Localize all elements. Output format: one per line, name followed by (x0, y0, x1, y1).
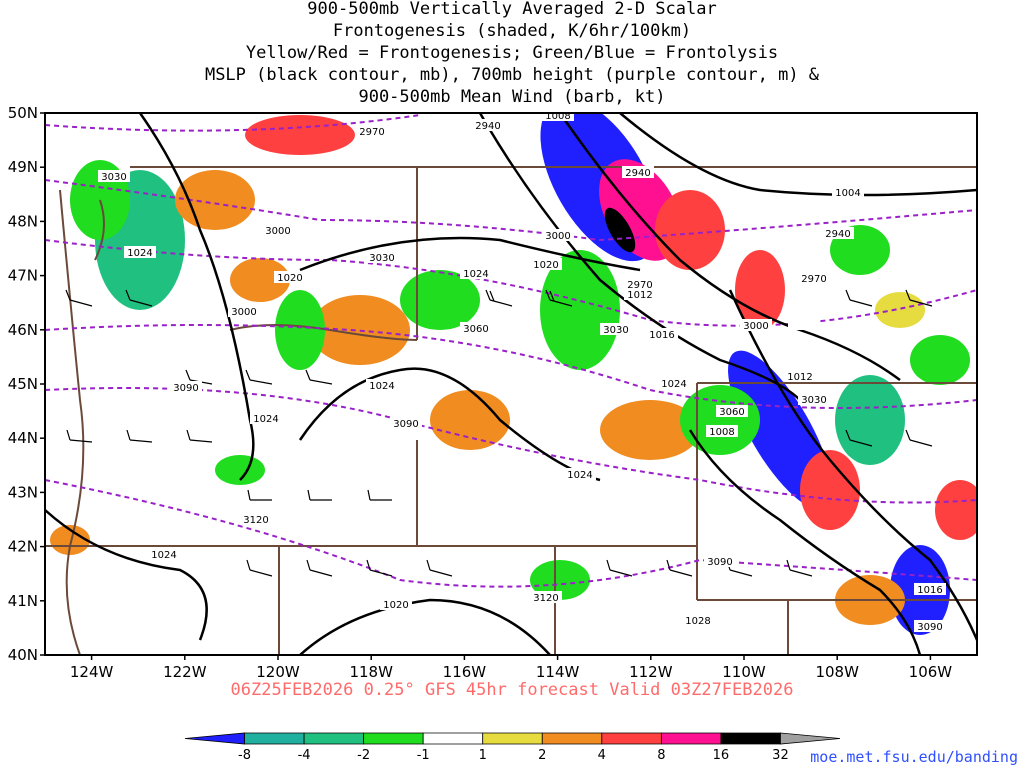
lon-tick-label: 124W (70, 663, 114, 681)
colorbar-swatch (303, 732, 365, 745)
height-label: 3090 (707, 557, 732, 568)
height-label: 3060 (719, 407, 744, 418)
mslp-contours (45, 113, 977, 655)
height-label: 3000 (231, 307, 256, 318)
lat-tick-label: 41N (8, 592, 38, 610)
mslp-label-group: 1008 1004 1012 1012 1016 1016 1020 1020 … (124, 109, 946, 627)
lon-tick-label: 114W (536, 663, 580, 681)
height-label: 3120 (533, 593, 558, 604)
mslp-label: 1004 (835, 188, 860, 199)
title-line-1: 900-500mb Vertically Averaged 2-D Scalar (307, 0, 717, 19)
title-line-2: Frontogenesis (shaded, K/6hr/100km) (332, 21, 692, 41)
lat-tick-label: 44N (8, 429, 38, 447)
height-label: 3030 (101, 172, 126, 183)
lat-tick-label: 50N (8, 104, 38, 122)
colorbar-swatch (482, 732, 543, 745)
colorbar-swatch (780, 732, 841, 745)
title-line-4: MSLP (black contour, mb), 700mb height (… (204, 65, 820, 85)
colorbar-label: 8 (657, 748, 665, 763)
colorbar-swatch (720, 732, 781, 745)
title-line-5: 900-500mb Mean Wind (barb, kt) (358, 87, 666, 107)
latitude-axis: 40N 41N 42N 43N 44N 45N 46N 47N 48N 49N 50N (8, 104, 45, 664)
colorbar-label: -1 (417, 748, 430, 763)
lon-tick-label: 112W (629, 663, 673, 681)
height-label: 3000 (743, 321, 768, 332)
colorbar-label: 32 (772, 748, 789, 763)
height-label: 3060 (463, 324, 488, 335)
colorbar-label: -2 (357, 748, 370, 763)
mslp-label: 1024 (369, 381, 394, 392)
mslp-label: 1024 (463, 269, 488, 280)
mslp-label: 1028 (685, 616, 710, 627)
colorbar-swatch (422, 732, 484, 745)
colorbar-label: -4 (298, 748, 311, 763)
longitude-axis: 124W 122W 120W 118W 116W 114W 112W 110W 108W 106W (70, 655, 952, 681)
lat-tick-label: 42N (8, 538, 38, 556)
mslp-label: 1024 (151, 550, 176, 561)
wind-barbs (65, 289, 933, 577)
lat-tick-label: 49N (8, 158, 38, 176)
colorbar-label: 4 (598, 748, 606, 763)
mslp-label: 1016 (649, 330, 674, 341)
lon-tick-label: 120W (256, 663, 300, 681)
height-label: 3030 (603, 325, 628, 336)
height-label: 3090 (173, 383, 198, 394)
height-label: 2970 (801, 274, 826, 285)
lon-tick-label: 108W (815, 663, 859, 681)
colorbar-label: 1 (479, 748, 487, 763)
colorbar-label: 16 (713, 748, 730, 763)
mslp-label: 1012 (787, 372, 812, 383)
colorbar-swatch (660, 732, 722, 745)
lat-tick-label: 46N (8, 321, 38, 339)
height-label: 3000 (265, 226, 290, 237)
colorbar-label: 2 (538, 748, 546, 763)
height-label: 3120 (243, 515, 268, 526)
colorbar-swatch (184, 732, 245, 745)
colorbar-swatch (363, 732, 424, 745)
mslp-label: 1020 (277, 273, 302, 284)
lat-tick-label: 45N (8, 375, 38, 393)
height-label: 2940 (475, 121, 500, 132)
colorbar-swatch (244, 732, 305, 745)
height-label: 3030 (369, 253, 394, 264)
lat-tick-label: 43N (8, 483, 38, 501)
mslp-label: 1012 (627, 290, 652, 301)
height-label: 2940 (625, 168, 650, 179)
height-label: 3090 (917, 622, 942, 633)
map-plot-area (45, 113, 977, 655)
mslp-label: 1020 (383, 600, 408, 611)
mslp-label: 1020 (533, 260, 558, 271)
forecast-valid-time: 06Z25FEB2026 0.25° GFS 45hr forecast Val… (230, 680, 794, 700)
mslp-label: 1024 (661, 379, 686, 390)
lon-tick-label: 110W (722, 663, 766, 681)
lon-tick-label: 122W (163, 663, 207, 681)
lon-tick-label: 116W (443, 663, 487, 681)
lon-tick-label: 106W (909, 663, 953, 681)
mslp-label: 1016 (917, 585, 942, 596)
height-label-group: 2970 2940 2940 2940 2970 2970 3030 3000 … (98, 119, 946, 633)
frontogenesis-shading (50, 113, 977, 635)
height-label: 2970 (359, 127, 384, 138)
lat-tick-label: 40N (8, 646, 38, 664)
height-label: 2940 (825, 229, 850, 240)
mslp-label: 1008 (709, 427, 734, 438)
lat-tick-label: 48N (8, 212, 38, 230)
lat-tick-label: 47N (8, 267, 38, 285)
lon-tick-label: 118W (349, 663, 393, 681)
title-line-3: Yellow/Red = Frontogenesis; Green/Blue =… (245, 43, 779, 63)
height-label: 3090 (393, 419, 418, 430)
colorbar-label: -8 (238, 748, 251, 763)
height-label: 3030 (801, 395, 826, 406)
height-label: 3000 (545, 231, 570, 242)
mslp-label: 1024 (253, 414, 278, 425)
mslp-label: 1024 (127, 248, 152, 259)
mslp-label: 1008 (545, 111, 570, 122)
height-label: 2970 (627, 280, 652, 291)
colorbar-swatch (541, 732, 603, 745)
mslp-label: 1024 (567, 470, 592, 481)
colorbar-swatch (601, 732, 662, 745)
source-credit: moe.met.fsu.edu/banding (810, 748, 1018, 766)
colorbar: -8 -4 -2 -1 1 2 4 8 16 32 (184, 732, 841, 763)
